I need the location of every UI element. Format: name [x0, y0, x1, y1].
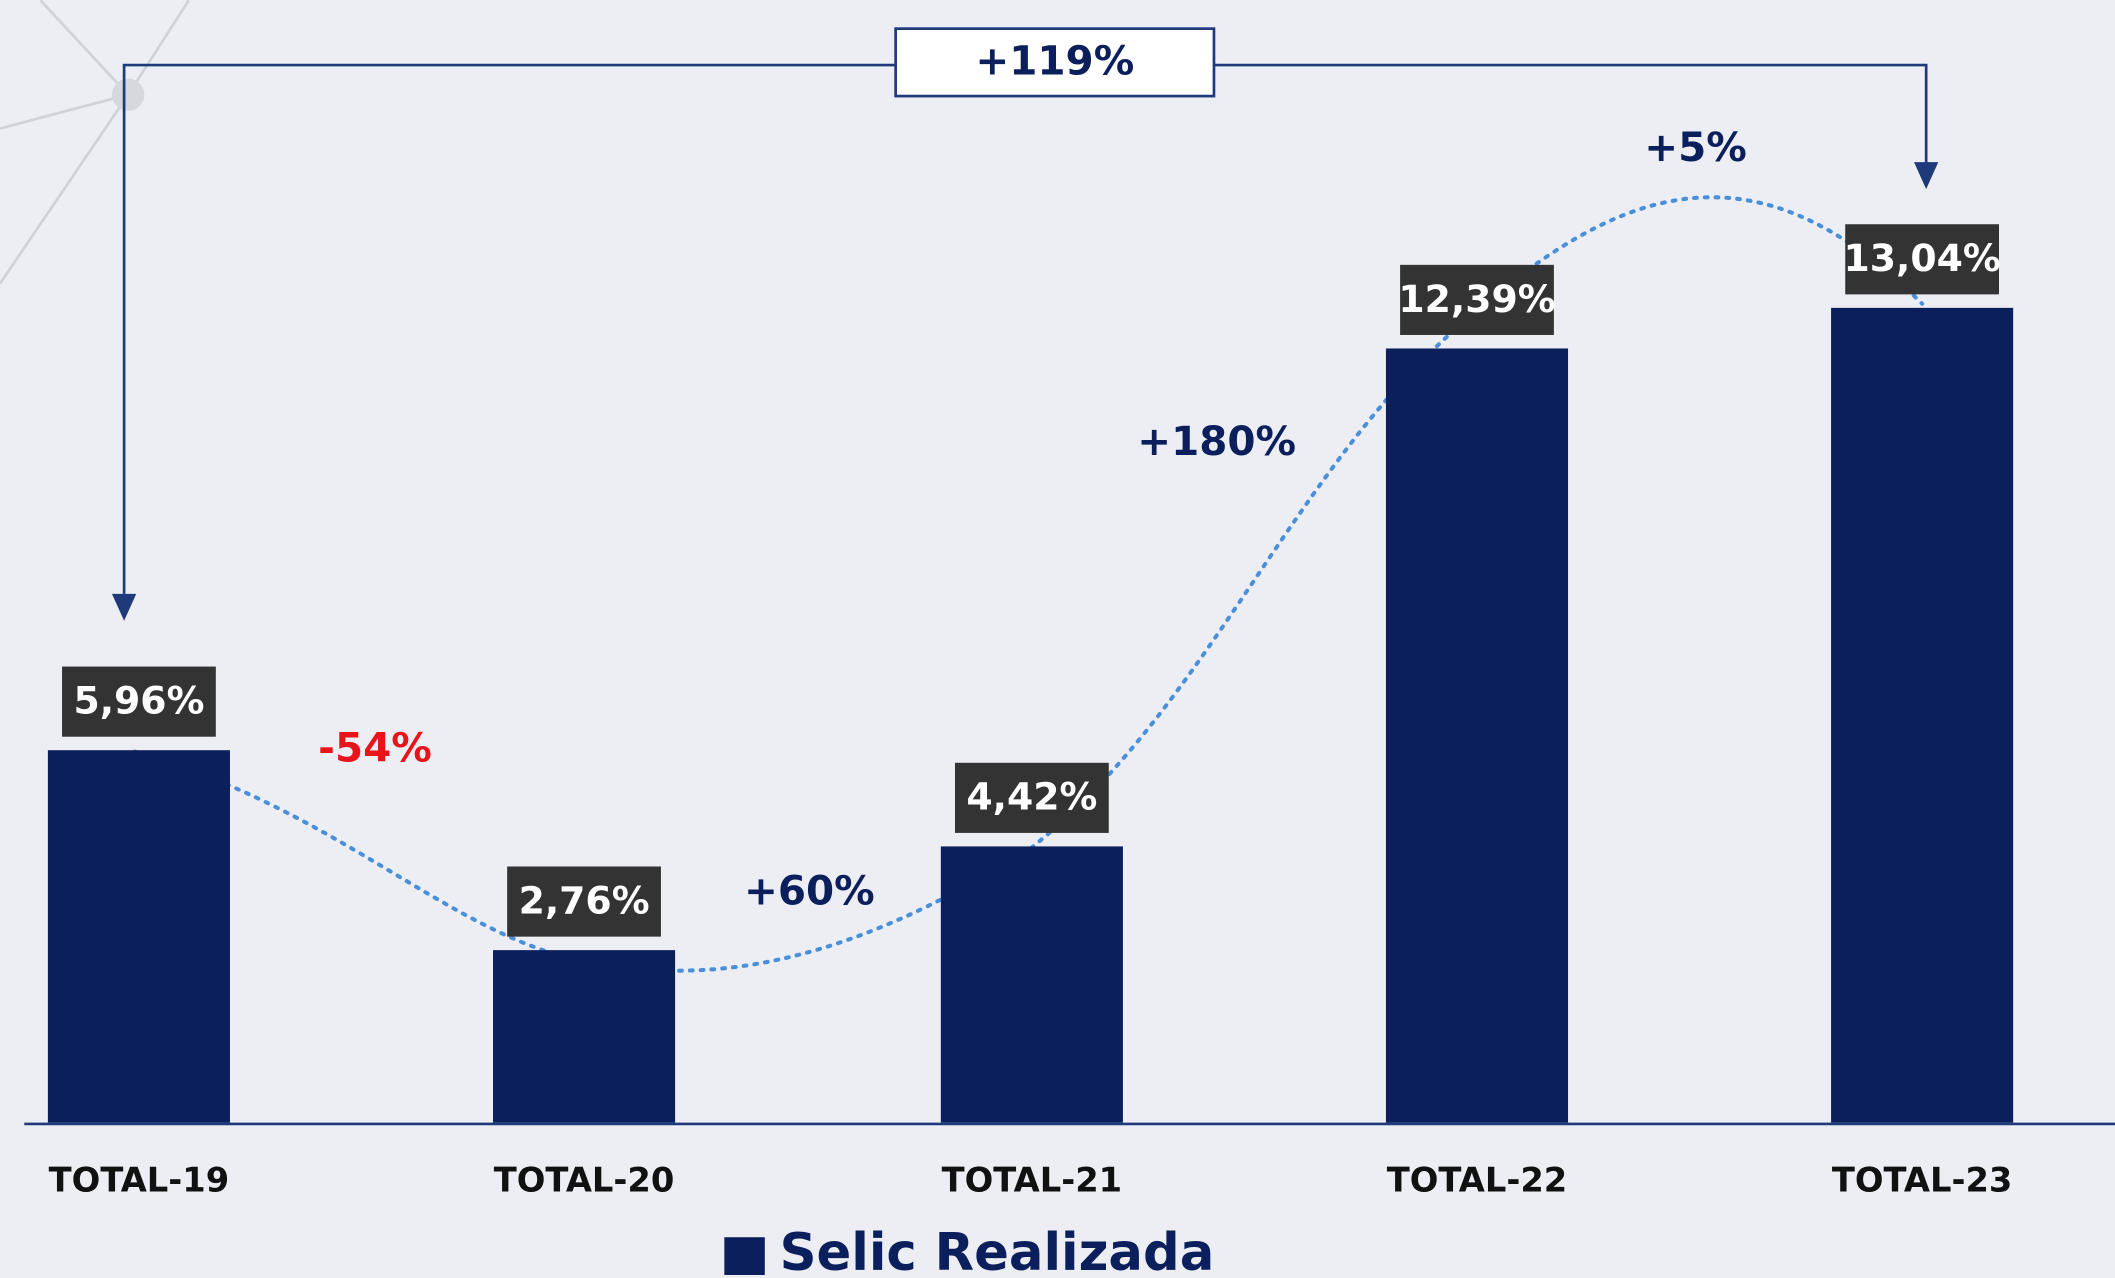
x-tick-label: TOTAL-20 [494, 1160, 675, 1199]
arrow-head [111, 593, 137, 621]
value-label: 4,42% [966, 775, 1097, 819]
x-tick-label: TOTAL-23 [1832, 1160, 2013, 1199]
bar [1831, 307, 2014, 1123]
bar [47, 750, 230, 1123]
value-label: 2,76% [519, 878, 650, 922]
value-label-box [62, 666, 216, 737]
value-label-box [507, 866, 661, 937]
bar [493, 950, 676, 1123]
bar [1385, 348, 1569, 1123]
value-label-box [1400, 264, 1554, 335]
bar [940, 846, 1123, 1123]
x-tick-label: TOTAL-19 [49, 1160, 230, 1199]
annotation-box [894, 27, 1216, 98]
value-label: 12,39% [1398, 277, 1555, 321]
x-tick-label: TOTAL-21 [942, 1160, 1123, 1199]
value-label: 13,04% [1843, 236, 2000, 280]
value-label-box [954, 762, 1109, 833]
annotation: +60% [744, 866, 875, 914]
value-label: 5,96% [73, 678, 204, 722]
annotation: +119% [975, 37, 1134, 85]
annotation: +5% [1644, 123, 1747, 171]
arrow-head [1914, 162, 1939, 190]
legend-swatch [724, 1237, 765, 1275]
value-label-box [1845, 224, 1999, 295]
annotation: +180% [1137, 417, 1296, 465]
x-tick-label: TOTAL-22 [1387, 1160, 1568, 1199]
decoration [0, 0, 190, 285]
annotation: -54% [318, 723, 432, 771]
legend-label: Selic Realizada [780, 1223, 1215, 1278]
